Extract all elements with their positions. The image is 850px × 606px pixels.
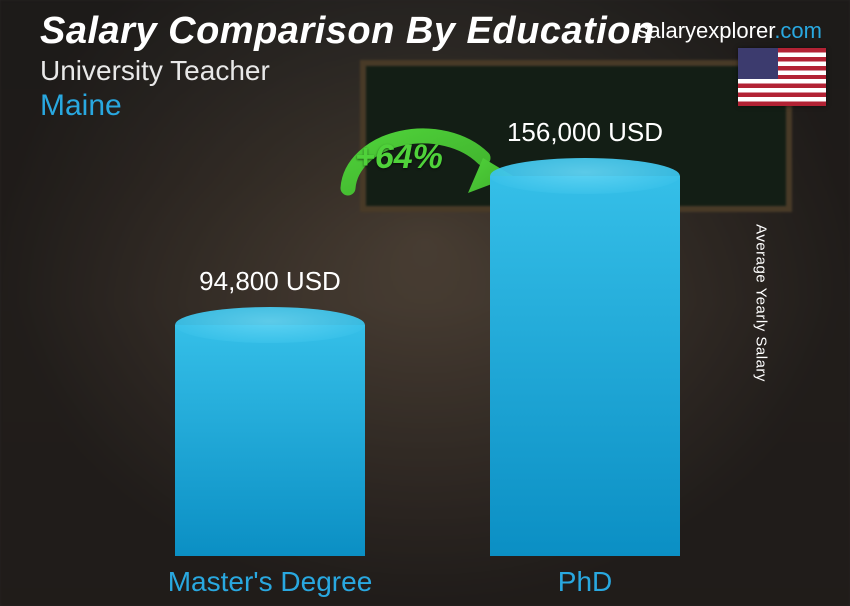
bar-body: [175, 325, 365, 556]
flag-canton: [738, 48, 778, 79]
bar-chart: 94,800 USD156,000 USD: [0, 150, 850, 556]
bar-category-label: PhD: [445, 566, 725, 598]
brand-name: salaryexplorer: [637, 18, 774, 43]
bar-value-label: 94,800 USD: [140, 266, 400, 297]
bar: [490, 176, 680, 556]
bar-top-cap: [175, 307, 365, 343]
bar-body: [490, 176, 680, 556]
flag-icon: [738, 48, 826, 106]
bar-value-label: 156,000 USD: [455, 117, 715, 148]
page-subtitle: University Teacher: [40, 55, 830, 87]
bar-category-label: Master's Degree: [130, 566, 410, 598]
brand-suffix: .com: [774, 18, 822, 43]
bar: [175, 325, 365, 556]
brand-label: salaryexplorer.com: [637, 18, 822, 44]
bar-top-cap: [490, 158, 680, 194]
